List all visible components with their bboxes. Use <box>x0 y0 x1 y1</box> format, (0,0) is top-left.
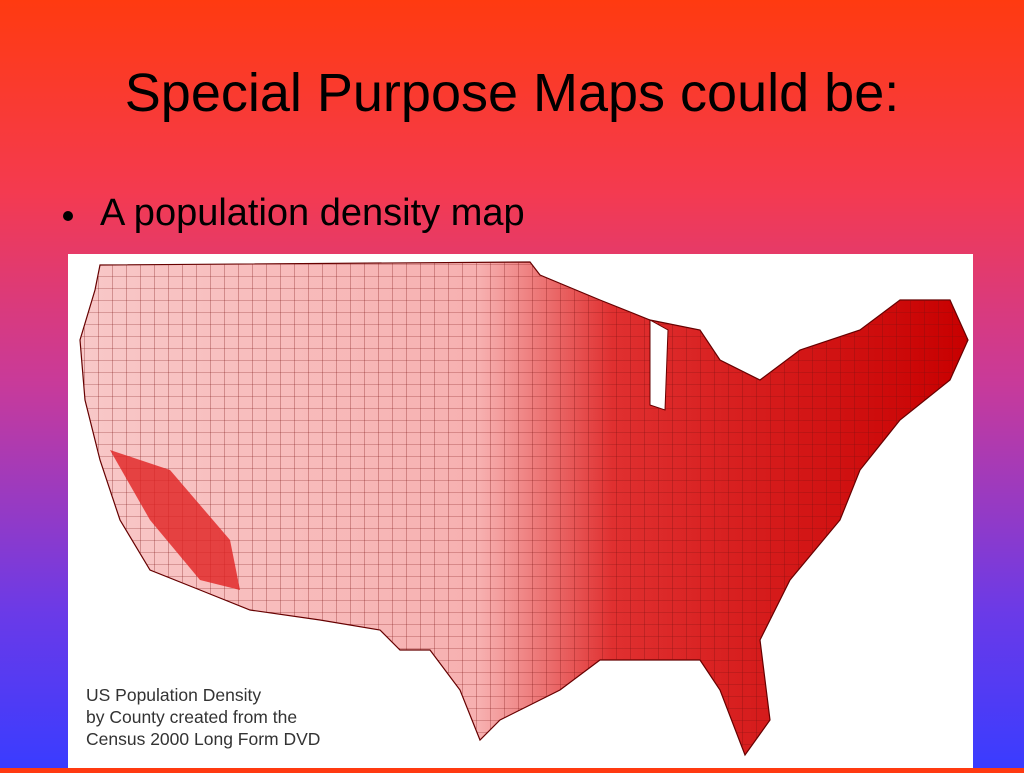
map-image: US Population Density by County created … <box>68 254 973 768</box>
slide-title: Special Purpose Maps could be: <box>124 63 900 123</box>
caption-line: Census 2000 Long Form DVD <box>86 729 321 749</box>
bullet-text: A population density map <box>100 192 525 234</box>
map-caption: US Population Density by County created … <box>86 684 320 750</box>
caption-line: by County created from the <box>86 707 298 727</box>
us-map <box>79 261 969 757</box>
map-shape <box>79 261 969 757</box>
bullet-dot <box>63 211 73 221</box>
caption-line: US Population Density <box>86 685 262 705</box>
